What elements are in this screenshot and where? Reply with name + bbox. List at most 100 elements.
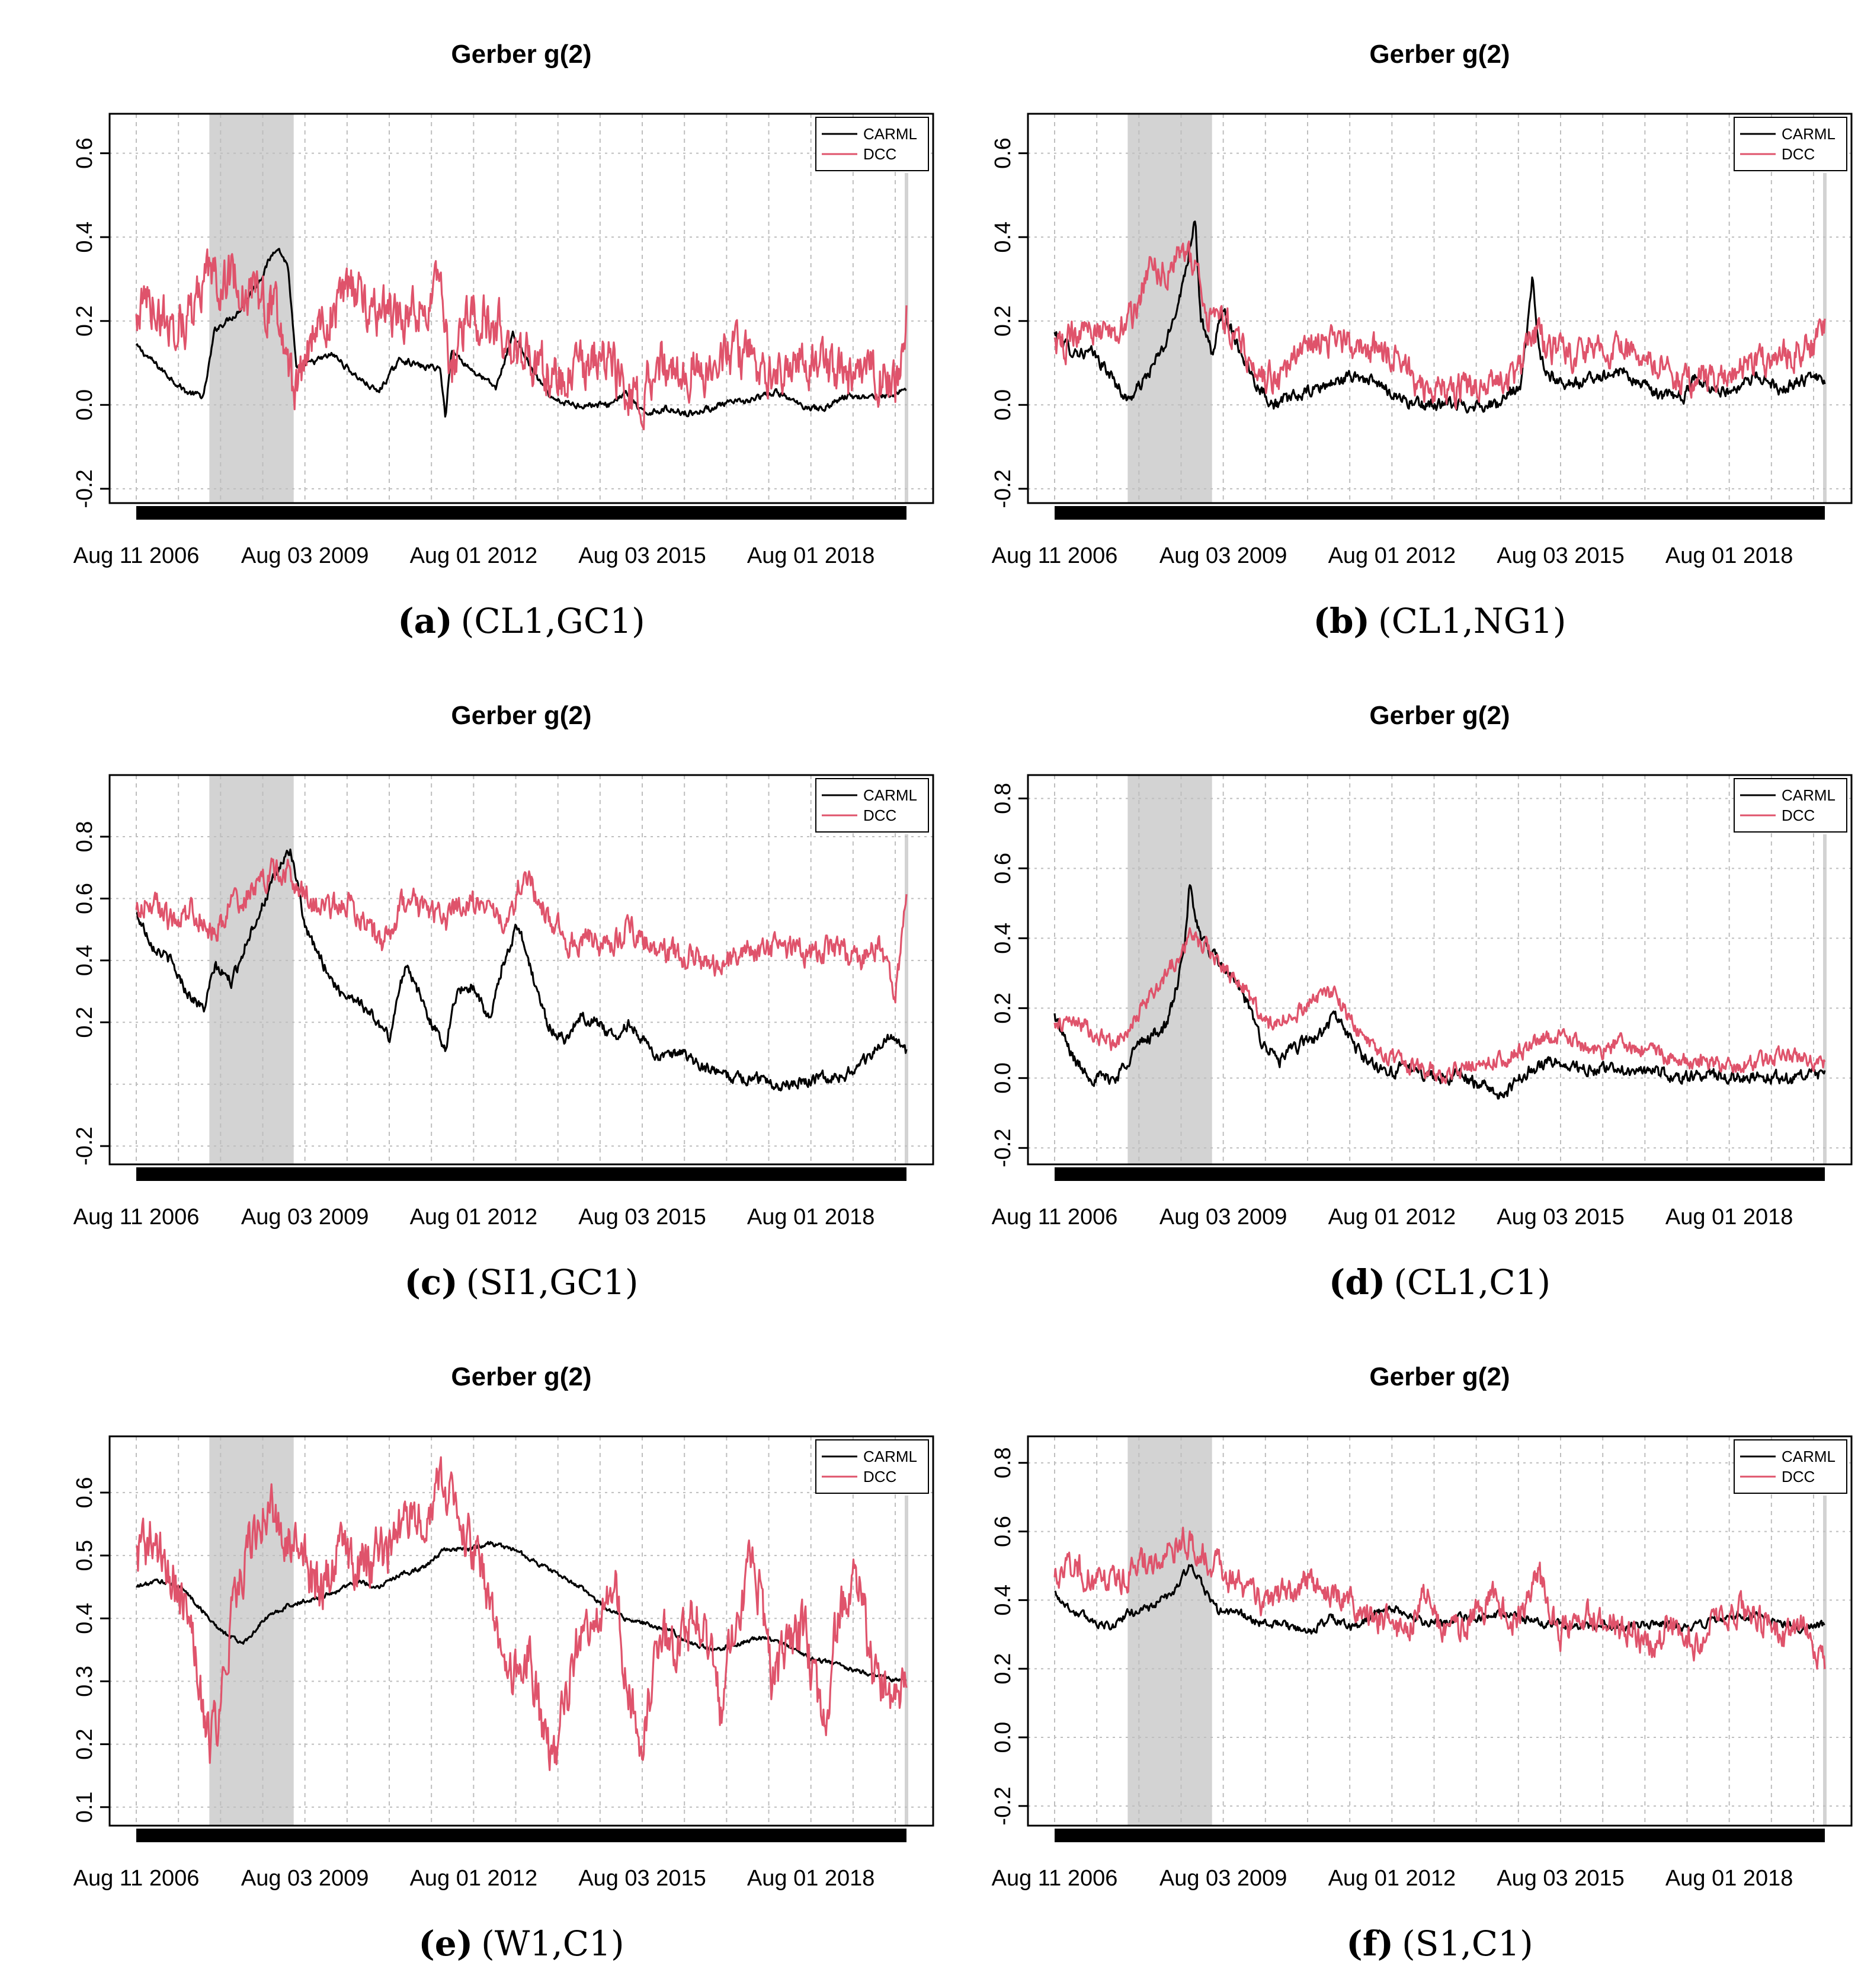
panel-pair: (CL1,NG1) (1378, 601, 1566, 641)
y-tick-label: 0.4 (72, 1603, 97, 1634)
y-tick-label: 0.3 (72, 1666, 97, 1697)
series-line-carml (136, 848, 908, 1092)
y-tick-label: 0.6 (72, 883, 97, 914)
x-axis-bar (136, 1167, 906, 1181)
y-tick-label: 0.0 (991, 1722, 1016, 1753)
y-tick-label: -0.2 (72, 469, 97, 508)
x-tick-label: Aug 11 2006 (992, 1205, 1118, 1230)
x-tick-label: Aug 03 2015 (1497, 1205, 1625, 1230)
x-tick-label: Aug 03 2015 (578, 543, 706, 568)
legend-label-dcc: DCC (863, 145, 896, 163)
panel-caption: (d) (CL1,C1) (1329, 1262, 1551, 1302)
x-tick-label: Aug 01 2018 (747, 1866, 875, 1891)
panel-pair: (CL1,C1) (1394, 1262, 1551, 1302)
x-tick-label: Aug 03 2009 (1159, 1205, 1287, 1230)
legend-box (815, 1439, 929, 1494)
y-tick-label: 0.0 (991, 1062, 1016, 1094)
legend-label-carml: CARML (1782, 125, 1835, 143)
y-tick-label: 0.2 (72, 1007, 97, 1038)
x-tick-label: Aug 03 2009 (241, 543, 369, 568)
shaded-period (1127, 1436, 1212, 1826)
chart-panel-c: Gerber g(2) -0.2 0.2 0.4 0.6 0.8 Aug 11 2006 Au… (72, 701, 934, 1302)
x-tick-label: Aug 01 2018 (747, 1205, 875, 1230)
chart-panel-e: Gerber g(2) 0.1 0.2 0.3 0.4 0.5 0.6 Aug 11 2006… (72, 1362, 934, 1964)
legend-box (815, 117, 929, 171)
panel-label: (a) (398, 601, 452, 641)
plot-frame (108, 1435, 934, 1827)
legend-label-carml: CARML (863, 786, 917, 804)
y-tick-label: 0.6 (991, 1516, 1016, 1547)
plot-frame (1027, 774, 1853, 1166)
x-axis-bar (136, 1829, 906, 1842)
y-tick-label: 0.6 (991, 137, 1016, 169)
x-tick-label: Aug 03 2015 (578, 1866, 706, 1891)
plot-frame (108, 774, 934, 1166)
y-tick-label: 0.4 (72, 222, 97, 253)
chart-panel-d: Gerber g(2) -0.2 0.0 0.2 0.4 0.6 0.8 Aug 11 200… (991, 701, 1853, 1302)
series-line-dcc (135, 248, 908, 431)
panel-label: (f) (1346, 1923, 1394, 1964)
y-tick-label: 0.4 (72, 945, 97, 976)
legend-label-carml: CARML (1782, 786, 1835, 804)
x-axis-bar (136, 506, 906, 520)
x-tick-label: Aug 11 2006 (992, 1866, 1118, 1891)
chart-title: Gerber g(2) (451, 1362, 591, 1391)
y-tick-label: 0.2 (991, 305, 1016, 337)
plot-frame (1027, 1435, 1853, 1827)
shaded-end-marker (1823, 173, 1827, 503)
panel-pair: (W1,C1) (481, 1923, 624, 1964)
legend-label-dcc: DCC (863, 1468, 896, 1486)
shaded-end-marker (905, 834, 908, 1164)
panel-label: (e) (418, 1923, 473, 1964)
y-tick-label: 0.6 (72, 1477, 97, 1509)
y-tick-label: -0.2 (991, 1787, 1016, 1825)
y-tick-label: 0.2 (991, 1653, 1016, 1685)
y-tick-label: 0.1 (72, 1791, 97, 1823)
y-tick-label: 0.2 (72, 1728, 97, 1760)
chart-panel-f: Gerber g(2) -0.2 0.0 0.2 0.4 0.6 0.8 Aug 11 200… (991, 1362, 1853, 1964)
y-tick-label: -0.2 (72, 1126, 97, 1165)
legend-box (1734, 1439, 1847, 1494)
series-line-dcc (1053, 927, 1826, 1084)
panel-caption: (b) (CL1,NG1) (1314, 601, 1567, 641)
legend-box (1734, 117, 1847, 171)
shaded-period (209, 775, 294, 1164)
x-tick-label: Aug 01 2018 (1665, 1205, 1793, 1230)
y-tick-label: 0.8 (72, 821, 97, 853)
panel-caption: (c) (SI1,GC1) (404, 1262, 638, 1302)
x-tick-label: Aug 01 2012 (1328, 543, 1456, 568)
y-tick-label: 0.4 (991, 222, 1016, 253)
shaded-end-marker (1823, 834, 1827, 1164)
x-tick-label: Aug 11 2006 (73, 543, 200, 568)
x-tick-label: Aug 03 2009 (241, 1866, 369, 1891)
x-axis-bar (1055, 506, 1825, 520)
x-tick-label: Aug 01 2018 (1665, 543, 1793, 568)
x-tick-label: Aug 01 2012 (410, 1866, 538, 1891)
legend-label-dcc: DCC (1782, 1468, 1815, 1486)
y-tick-label: 0.0 (991, 389, 1016, 421)
legend: CARML DCC (815, 778, 929, 833)
legend-box (1734, 778, 1847, 833)
series-line-carml (1053, 884, 1826, 1100)
x-tick-label: Aug 03 2015 (578, 1205, 706, 1230)
y-tick-label: -0.2 (991, 469, 1016, 508)
shaded-period (1127, 775, 1212, 1164)
y-tick-label: 0.5 (72, 1540, 97, 1571)
x-tick-label: Aug 03 2009 (1159, 543, 1287, 568)
panel-pair: (CL1,GC1) (461, 601, 645, 641)
legend-label-carml: CARML (1782, 1448, 1835, 1465)
chart-title: Gerber g(2) (1369, 40, 1510, 69)
x-tick-label: Aug 03 2015 (1497, 1866, 1625, 1891)
y-tick-label: 0.2 (72, 305, 97, 337)
legend-label-dcc: DCC (1782, 145, 1815, 163)
series-line-dcc (1053, 240, 1826, 410)
legend: CARML DCC (815, 1439, 929, 1494)
panel-pair: (S1,C1) (1402, 1923, 1533, 1964)
x-axis-bar (1055, 1167, 1825, 1181)
chart-title: Gerber g(2) (1369, 701, 1510, 730)
y-tick-label: 0.8 (991, 783, 1016, 814)
panel-label: (d) (1329, 1262, 1385, 1302)
x-tick-label: Aug 03 2015 (1497, 543, 1625, 568)
chart-title: Gerber g(2) (451, 701, 591, 730)
